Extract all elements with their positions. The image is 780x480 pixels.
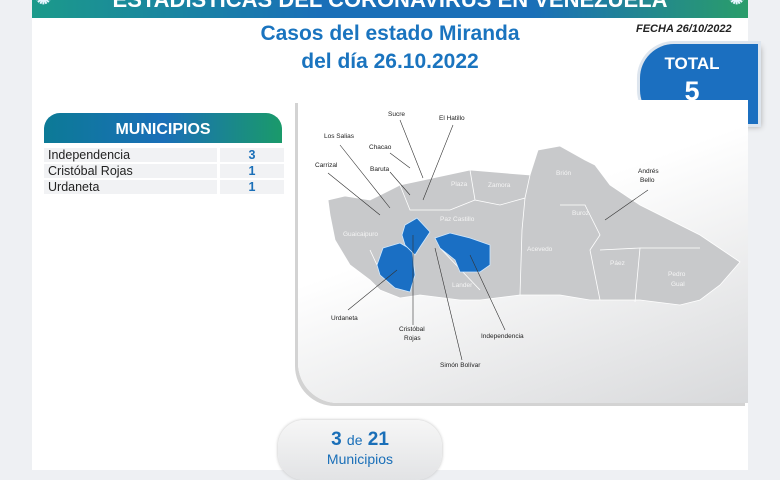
label-plaza: Plaza: [451, 181, 468, 188]
title-line-2: del día 26.10.2022: [301, 50, 479, 73]
header-banner: ✺ ESTADÍSTICAS DEL CORONAVIRUS EN VENEZU…: [32, 0, 748, 18]
date-label: FECHA 26/10/2022: [636, 23, 732, 35]
label-los-salias: Los Salias: [324, 133, 355, 140]
municipio-cases: 1: [217, 180, 284, 194]
municipios-header: MUNICIPIOS: [44, 113, 282, 143]
label-lander: Lander: [452, 282, 473, 289]
miranda-map: Sucre El Hatillo Los Salias Chacao Carri…: [315, 111, 741, 369]
page-title: Casos del estado Miranda del día 26.10.2…: [230, 20, 550, 76]
virus-icon: ✺: [35, 0, 52, 10]
label-andres: Andrés: [638, 168, 659, 175]
label-sucre: Sucre: [388, 111, 405, 118]
de-label: de: [346, 432, 363, 448]
label-acevedo: Acevedo: [527, 246, 553, 253]
municipios-summary: 3 de 21 Municipios: [278, 420, 442, 480]
banner-title: ESTADÍSTICAS DEL CORONAVIRUS EN VENEZUEL…: [58, 0, 722, 12]
label-zamora: Zamora: [488, 182, 511, 189]
title-line-1: Casos del estado Miranda: [260, 22, 520, 45]
municipio-name: Independencia: [44, 148, 217, 162]
label-simon-bolivar: Simón Bolívar: [440, 362, 481, 369]
label-guaicaipuro: Guaicaipuro: [343, 231, 378, 238]
label-urdaneta: Urdaneta: [331, 315, 358, 322]
total-value: 5: [684, 76, 700, 106]
municipio-cases: 3: [217, 148, 284, 162]
label-independencia: Independencia: [481, 333, 524, 340]
label-carrizal: Carrizal: [315, 162, 338, 169]
municipios-unit: Municipios: [326, 451, 394, 467]
label-chacao: Chacao: [369, 144, 392, 151]
region-cristobal-rojas: [401, 217, 431, 256]
total-label: TOTAL: [664, 54, 720, 73]
label-paz-castillo: Paz Castillo: [440, 216, 475, 223]
affected-count: 3: [331, 429, 342, 450]
virus-icon: ✺: [728, 0, 745, 10]
total-municipios: 21: [367, 429, 389, 450]
region-urdaneta: [376, 242, 416, 293]
label-buroz: Buroz: [572, 210, 589, 217]
table-row: Independencia 3: [44, 148, 284, 162]
label-rojas: Rojas: [404, 335, 421, 342]
label-baruta: Baruta: [370, 166, 390, 173]
leader-lines: [327, 119, 649, 361]
region-independencia: [434, 232, 491, 273]
municipio-name: Cristóbal Rojas: [44, 164, 217, 178]
label-paez: Páez: [610, 260, 625, 267]
municipio-cases: 1: [217, 164, 284, 178]
table-row: Cristóbal Rojas 1: [44, 164, 284, 178]
label-brion: Brión: [556, 170, 572, 177]
municipio-name: Urdaneta: [44, 180, 217, 194]
table-row: Urdaneta 1: [44, 180, 284, 194]
label-el-hatillo: El Hatillo: [439, 115, 465, 122]
label-bello: Bello: [640, 177, 655, 184]
label-gual: Gual: [671, 281, 685, 288]
label-pedro: Pedro: [668, 271, 686, 278]
label-cristobal: Cristóbal: [399, 326, 425, 333]
municipios-table: Independencia 3 Cristóbal Rojas 1 Urdaneta…: [44, 146, 284, 196]
